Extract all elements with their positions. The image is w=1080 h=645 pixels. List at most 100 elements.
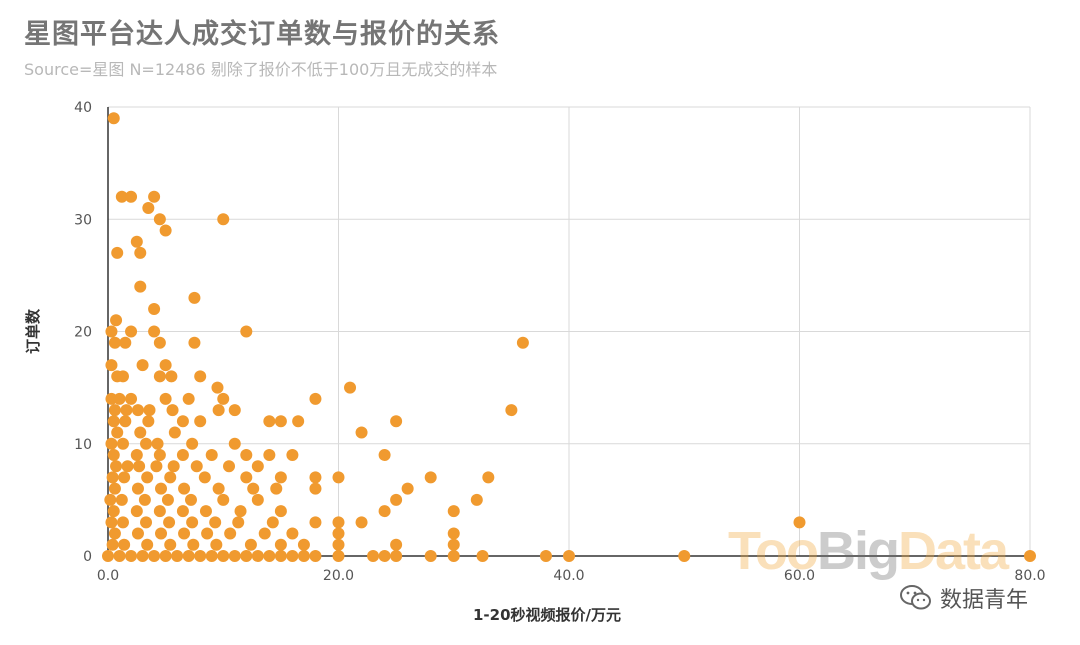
data-point <box>182 550 195 562</box>
data-point <box>143 404 156 417</box>
data-point <box>516 336 529 349</box>
x-tick-label: 60.0 <box>784 568 815 584</box>
data-point <box>447 538 460 551</box>
data-point <box>136 359 149 372</box>
data-point <box>131 527 144 540</box>
data-point <box>130 505 143 518</box>
data-point <box>108 336 121 349</box>
data-point <box>107 448 120 461</box>
x-tick-label: 0.0 <box>97 568 119 584</box>
data-point <box>266 516 279 529</box>
data-point <box>134 246 147 259</box>
data-point <box>378 448 391 461</box>
data-point <box>205 550 218 562</box>
data-point <box>106 471 119 484</box>
data-point <box>470 493 483 506</box>
data-point <box>188 336 201 349</box>
chart-title: 星图平台达人成交订单数与报价的关系 <box>24 19 500 50</box>
y-axis-title: 订单数 <box>24 308 42 354</box>
data-point <box>210 538 223 551</box>
data-point <box>205 448 218 461</box>
data-point <box>141 471 154 484</box>
data-point <box>186 516 199 529</box>
data-point <box>212 404 225 417</box>
data-point <box>274 415 287 428</box>
data-point <box>217 493 230 506</box>
data-point <box>228 404 241 417</box>
x-axis-title: 1-20秒视频报价/万元 <box>473 606 621 624</box>
data-point <box>131 482 144 495</box>
data-point <box>134 426 147 439</box>
data-point <box>108 527 121 540</box>
x-tick-label: 20.0 <box>323 568 354 584</box>
data-point <box>164 471 177 484</box>
data-point <box>176 505 189 518</box>
data-point <box>263 448 276 461</box>
data-point <box>390 415 403 428</box>
data-point <box>153 370 166 383</box>
data-point <box>159 224 172 237</box>
data-point <box>309 550 322 562</box>
data-point <box>176 448 189 461</box>
data-point <box>107 112 120 125</box>
data-point <box>108 482 121 495</box>
data-point <box>447 550 460 562</box>
x-tick-label: 80.0 <box>1014 568 1045 584</box>
data-point <box>119 336 132 349</box>
brand-badge: 数据青年 <box>900 582 1028 614</box>
data-point <box>232 516 245 529</box>
data-point <box>120 404 133 417</box>
data-point <box>217 213 230 226</box>
data-point <box>113 550 126 562</box>
data-point <box>141 538 154 551</box>
data-point <box>447 505 460 518</box>
data-point <box>166 404 179 417</box>
data-point <box>105 359 118 372</box>
data-point <box>116 437 129 450</box>
data-point <box>134 280 147 293</box>
data-point <box>163 516 176 529</box>
data-point <box>178 482 191 495</box>
data-point <box>111 426 124 439</box>
data-point <box>240 550 253 562</box>
data-point <box>168 426 181 439</box>
data-point <box>476 550 489 562</box>
data-point <box>133 460 146 473</box>
data-point <box>148 325 161 338</box>
data-point <box>332 550 345 562</box>
data-point <box>159 550 172 562</box>
data-point <box>140 437 153 450</box>
data-point <box>678 550 691 562</box>
data-point <box>217 550 230 562</box>
data-point <box>251 493 264 506</box>
watermark-part3: Data <box>897 521 1009 581</box>
data-point <box>171 550 184 562</box>
data-point <box>130 448 143 461</box>
data-point <box>247 482 260 495</box>
data-point <box>217 392 230 405</box>
data-point <box>263 415 276 428</box>
data-point <box>102 550 114 562</box>
data-point <box>125 392 138 405</box>
data-point <box>113 392 126 405</box>
data-point <box>184 493 197 506</box>
data-point <box>105 437 118 450</box>
data-point <box>274 471 287 484</box>
data-point <box>240 471 253 484</box>
data-point <box>182 392 195 405</box>
data-point <box>155 482 168 495</box>
data-point <box>104 493 117 506</box>
data-point <box>258 527 271 540</box>
data-point <box>176 415 189 428</box>
data-point <box>309 482 322 495</box>
data-point <box>155 527 168 540</box>
data-point <box>115 190 128 203</box>
data-point <box>140 516 153 529</box>
y-tick-label: 0 <box>83 549 92 565</box>
data-point <box>125 190 138 203</box>
data-point <box>505 404 518 417</box>
data-point <box>201 527 214 540</box>
data-point <box>105 516 118 529</box>
data-point <box>378 505 391 518</box>
data-point <box>244 538 257 551</box>
